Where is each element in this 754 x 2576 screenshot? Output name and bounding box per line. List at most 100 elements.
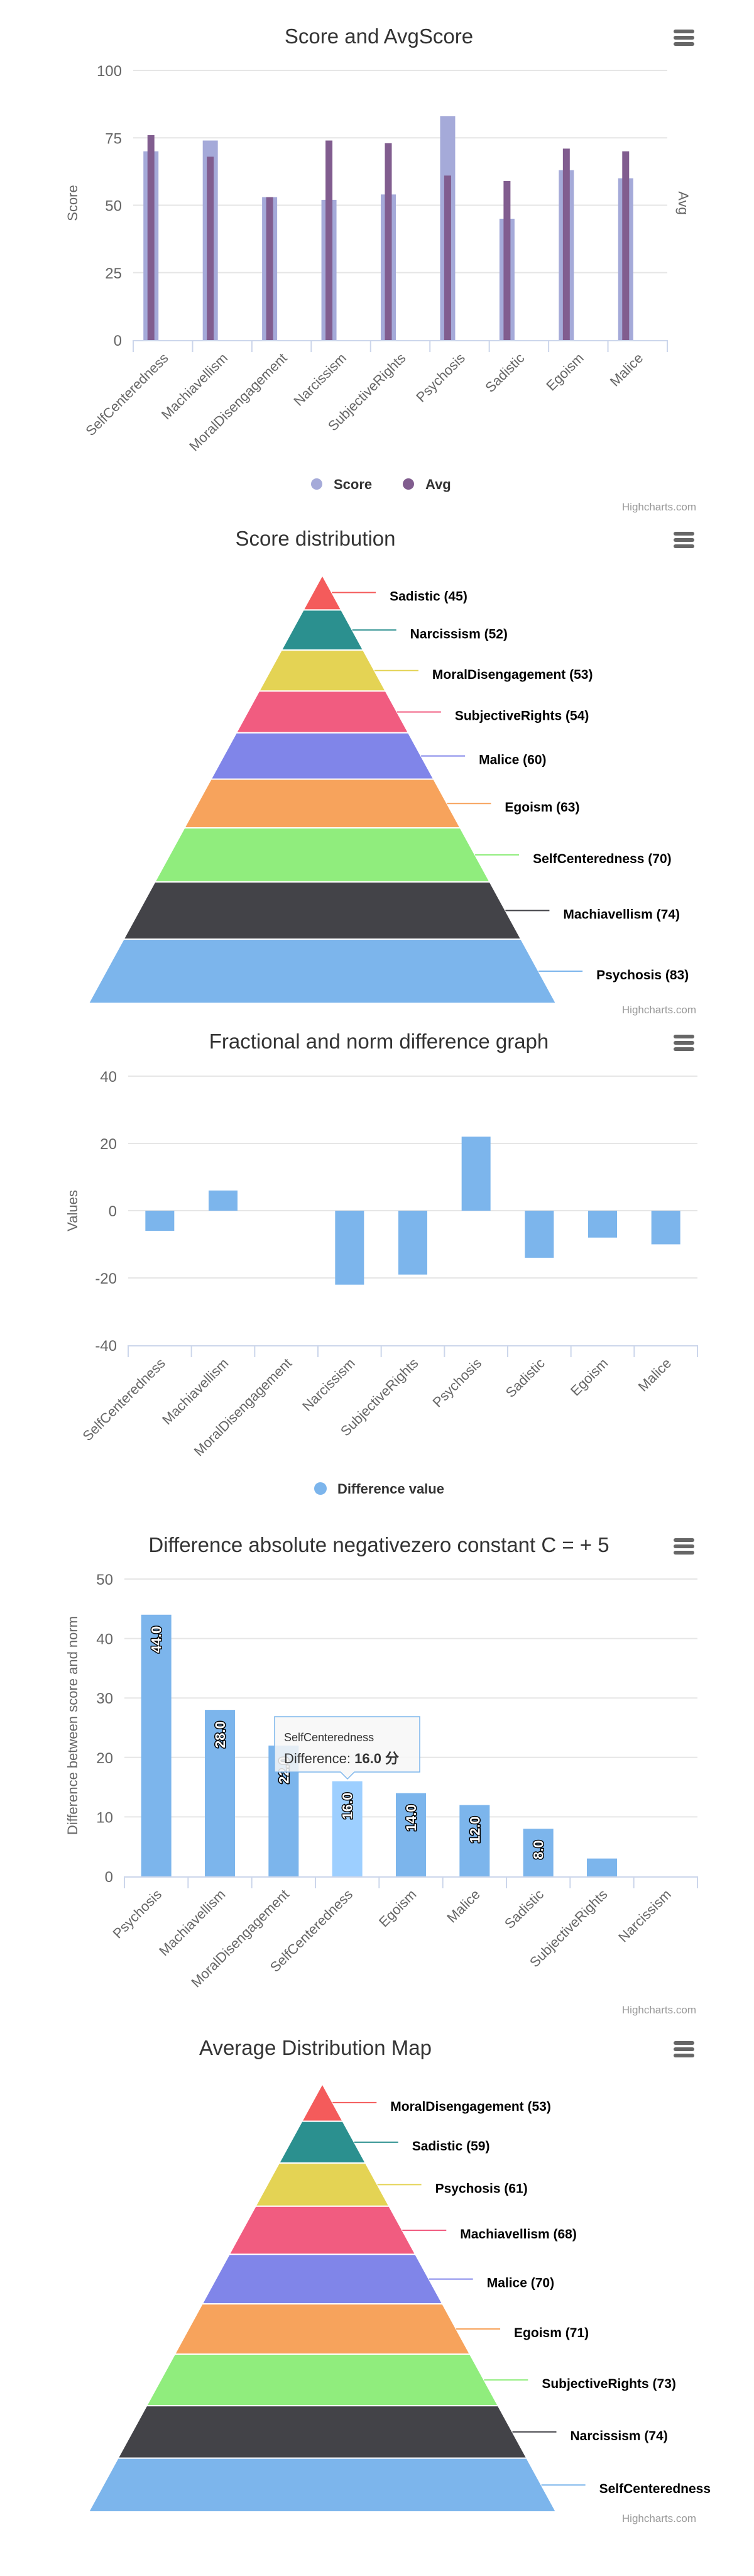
pyramid-segment[interactable]: Egoism (71) xyxy=(173,2303,589,2355)
highcharts-credit-link[interactable]: Highcharts.com xyxy=(622,501,696,513)
pyramid-data-label: Machiavellism (74) xyxy=(563,907,680,922)
legend-item-difference-value[interactable]: Difference value xyxy=(314,1481,444,1497)
pyramid-slice xyxy=(278,2120,367,2164)
bar-avg[interactable] xyxy=(385,143,392,340)
bar-difference[interactable] xyxy=(525,1211,554,1258)
bar-avg[interactable] xyxy=(562,148,570,340)
pyramid-segment[interactable]: Malice (60) xyxy=(210,732,547,780)
pyramid-data-label: Egoism (63) xyxy=(505,800,579,815)
hamburger-menu-icon[interactable] xyxy=(674,532,694,548)
y-axis-title: Difference between score and norm xyxy=(65,1616,80,1835)
pyramid-data-label: Malice (70) xyxy=(487,2276,554,2291)
bar-difference[interactable] xyxy=(651,1211,680,1245)
bar-avg[interactable] xyxy=(622,151,630,340)
bar-difference[interactable] xyxy=(461,1137,491,1211)
pyramid-data-label: SubjectiveRights (73) xyxy=(542,2377,676,2391)
bar-difference[interactable] xyxy=(588,1211,617,1238)
pyramid-segment[interactable]: Malice (70) xyxy=(201,2254,554,2305)
pyramid-slice xyxy=(258,649,387,692)
pyramid-segment[interactable]: Machiavellism (68) xyxy=(228,2205,577,2255)
pyramid-segment[interactable]: Egoism (63) xyxy=(183,778,579,828)
bar-difference[interactable] xyxy=(141,1614,172,1876)
bar-avg[interactable] xyxy=(325,140,333,341)
pyramid-segment[interactable]: SelfCenteredness (70) xyxy=(153,827,672,883)
highcharts-credit-link[interactable]: Highcharts.com xyxy=(622,2004,696,2016)
legend-symbol xyxy=(311,478,322,490)
y-axis-title: Values xyxy=(65,1190,80,1231)
bar-avg[interactable] xyxy=(503,180,511,340)
pyramid-segment[interactable]: Psychosis (83) xyxy=(87,938,689,1004)
y-tick-label: 10 xyxy=(96,1809,113,1826)
x-category-label: Sadistic xyxy=(501,1886,547,1932)
menu-bar xyxy=(674,1538,694,1542)
pyramid-data-label: SelfCenteredness xyxy=(599,2482,711,2496)
menu-bar xyxy=(674,2041,694,2045)
hamburger-menu-icon[interactable] xyxy=(674,30,694,46)
pyramid-data-label: MoralDisengagement (53) xyxy=(390,2100,551,2114)
data-label: 28.0 xyxy=(212,1721,228,1748)
bar-difference[interactable] xyxy=(398,1211,427,1275)
pyramid-data-label: SubjectiveRights (54) xyxy=(455,709,589,724)
pyramid-segment[interactable]: Sadistic (45) xyxy=(302,573,467,611)
pyramid-segment[interactable]: Psychosis (61) xyxy=(254,2162,528,2207)
pyramid-segment[interactable]: Sadistic (59) xyxy=(278,2120,490,2164)
pyramid-data-label: MoralDisengagement (53) xyxy=(432,668,593,682)
pyramid-segment[interactable]: Narcissism (74) xyxy=(117,2405,668,2459)
pyramid-segment[interactable]: MoralDisengagement (53) xyxy=(258,649,593,692)
pyramid-segment[interactable]: MoralDisengagement (53) xyxy=(300,2082,551,2122)
menu-bar xyxy=(674,2047,694,2051)
menu-bar xyxy=(674,1035,694,1038)
y-tick-label: 50 xyxy=(96,1571,113,1588)
y-axis-title: Score xyxy=(65,185,80,221)
pyramid-slice xyxy=(235,690,410,734)
pyramid-segment[interactable]: SelfCenteredness xyxy=(87,2457,711,2513)
highcharts-credit-link[interactable]: Highcharts.com xyxy=(622,1004,696,1016)
x-axis: SelfCenterednessMachiavellismMoralDiseng… xyxy=(82,340,668,454)
pyramid-slice xyxy=(210,732,435,780)
highcharts-credit-link[interactable]: Highcharts.com xyxy=(622,2513,696,2524)
x-category-label: Machiavellism xyxy=(159,1355,231,1428)
bar-difference[interactable] xyxy=(209,1190,238,1211)
bar-difference[interactable] xyxy=(332,1781,363,1876)
pyramid-segment[interactable]: SubjectiveRights (54) xyxy=(235,690,589,734)
y-tick-label: 100 xyxy=(97,63,122,80)
pyramid-slice xyxy=(153,827,491,883)
bar-avg[interactable] xyxy=(444,175,451,340)
hamburger-menu-icon[interactable] xyxy=(674,2041,694,2057)
legend-symbol xyxy=(403,478,414,490)
bar-difference[interactable] xyxy=(396,1793,426,1876)
legend-item-avg[interactable]: Avg xyxy=(403,476,451,492)
x-category-label: Malice xyxy=(607,350,647,390)
chart-fractional-norm-difference: Fractional and norm difference graph -40 -… xyxy=(65,1030,698,1497)
bar-avg[interactable] xyxy=(207,157,214,340)
bar-difference[interactable] xyxy=(587,1858,617,1876)
pyramid-slice xyxy=(117,2405,528,2459)
pyramid-data-label: Sadistic (59) xyxy=(412,2139,490,2154)
bar-difference[interactable] xyxy=(145,1211,175,1231)
pyramid-data-label: Psychosis (83) xyxy=(596,968,689,983)
pyramid-slice xyxy=(87,938,557,1004)
legend-symbol xyxy=(314,1482,327,1495)
bar-avg[interactable] xyxy=(266,197,273,340)
hamburger-menu-icon[interactable] xyxy=(674,1035,694,1051)
pyramid-segment[interactable]: Narcissism (52) xyxy=(280,609,508,651)
menu-bar xyxy=(674,1041,694,1045)
data-label: 14.0 xyxy=(403,1805,419,1832)
bar-difference[interactable] xyxy=(459,1805,490,1876)
x-category-label: Psychosis xyxy=(413,350,468,405)
pyramid-slice xyxy=(123,881,522,940)
hamburger-menu-icon[interactable] xyxy=(674,1538,694,1555)
legend-item-score[interactable]: Score xyxy=(311,476,372,492)
bar-difference[interactable] xyxy=(205,1710,235,1876)
data-label: 12.0 xyxy=(467,1816,483,1843)
pyramid-data-label: Egoism (71) xyxy=(514,2326,589,2340)
x-category-label: Sadistic xyxy=(482,350,527,395)
data-label: 44.0 xyxy=(149,1626,165,1653)
y-tick-label: -20 xyxy=(95,1270,117,1287)
bar-difference[interactable] xyxy=(523,1829,554,1876)
pyramid-segment[interactable]: Machiavellism (74) xyxy=(123,881,680,940)
y-tick-label: 0 xyxy=(114,333,122,350)
bar-avg[interactable] xyxy=(147,135,155,340)
bar-difference[interactable] xyxy=(335,1211,364,1285)
pyramid-segment[interactable]: SubjectiveRights (73) xyxy=(145,2353,676,2407)
